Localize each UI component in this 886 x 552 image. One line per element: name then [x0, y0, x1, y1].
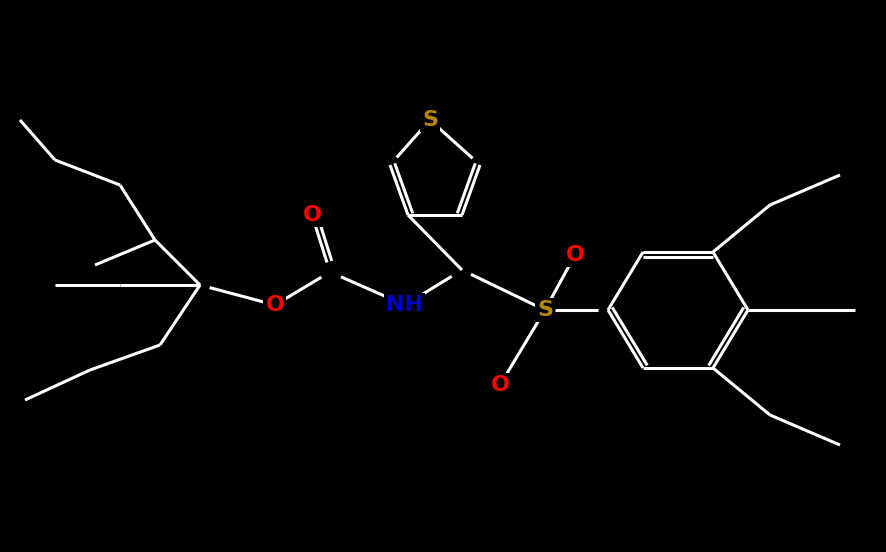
Text: S: S — [422, 110, 438, 130]
Text: S: S — [422, 110, 438, 130]
Text: NH: NH — [386, 295, 423, 315]
Text: S: S — [536, 300, 552, 320]
Text: O: O — [302, 205, 321, 225]
Text: O: O — [265, 295, 284, 315]
Text: O: O — [490, 375, 509, 395]
Text: O: O — [565, 245, 584, 265]
